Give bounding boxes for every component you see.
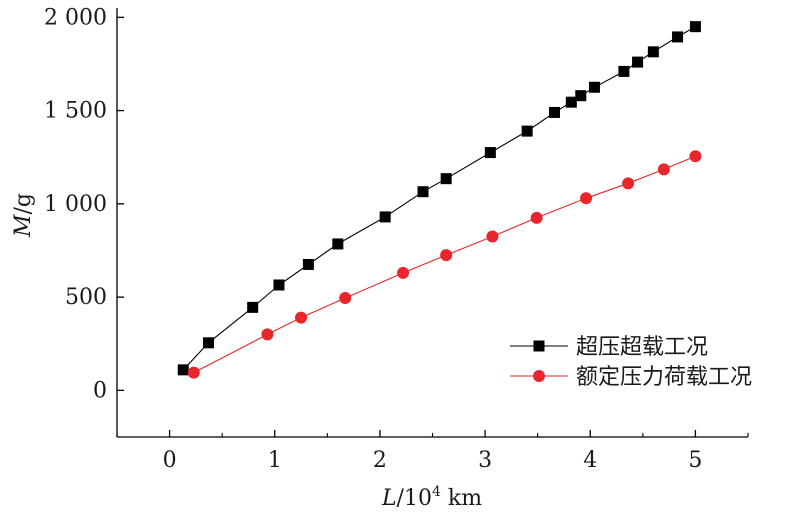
square-marker xyxy=(417,186,429,198)
square-marker xyxy=(689,21,701,33)
circle-marker xyxy=(397,266,410,279)
y-tick-label: 0 xyxy=(93,378,107,403)
square-marker xyxy=(332,238,344,250)
square-marker xyxy=(521,125,533,137)
series-line xyxy=(193,155,696,374)
circle-marker xyxy=(261,328,274,341)
x-tick-label: 3 xyxy=(478,448,492,473)
legend-label: 额定压力荷载工况 xyxy=(576,365,752,390)
square-marker xyxy=(672,31,684,43)
circle-marker xyxy=(689,150,702,163)
square-marker xyxy=(647,46,659,58)
square-marker xyxy=(247,301,259,313)
circle-marker xyxy=(530,211,543,224)
square-marker xyxy=(202,337,214,349)
square-marker xyxy=(484,147,496,159)
y-tick-label: 1 000 xyxy=(44,192,107,217)
legend-item: 额定压力荷载工况 xyxy=(510,365,752,390)
circle-marker xyxy=(657,163,670,176)
square-marker xyxy=(379,211,391,223)
y-axis-title: M/g xyxy=(11,193,36,238)
x-tick-label: 2 xyxy=(373,448,387,473)
circle-marker xyxy=(187,366,200,379)
square-marker xyxy=(618,65,630,77)
y-axis-ticks: 0 500 1 000 1 500 2 000 xyxy=(44,5,124,403)
x-tick-label: 1 xyxy=(268,448,282,473)
square-marker xyxy=(302,258,314,270)
square-marker xyxy=(565,96,577,108)
legend-label: 超压超载工况 xyxy=(576,335,708,360)
series-1 xyxy=(177,21,701,376)
legend-circle-marker xyxy=(533,370,545,382)
x-tick-label: 5 xyxy=(688,448,702,473)
square-marker xyxy=(177,364,189,376)
square-marker xyxy=(440,173,452,185)
square-marker xyxy=(273,279,285,291)
circle-marker xyxy=(339,292,352,305)
square-marker xyxy=(588,81,600,93)
square-marker xyxy=(632,56,644,68)
circle-marker xyxy=(295,311,308,324)
x-tick-label: 4 xyxy=(583,448,597,473)
square-marker xyxy=(575,90,587,102)
circle-marker xyxy=(440,249,453,262)
x-tick-label: 0 xyxy=(163,448,177,473)
square-marker xyxy=(548,106,560,118)
series-line xyxy=(182,26,696,371)
legend-item: 超压超载工况 xyxy=(510,335,708,360)
circle-marker xyxy=(486,230,499,243)
series-group xyxy=(177,21,702,379)
circle-marker xyxy=(580,192,593,205)
series-2 xyxy=(187,150,702,379)
circle-marker xyxy=(622,177,635,190)
x-axis-title: L/104 km xyxy=(381,484,482,511)
x-axis-ticks: 0 1 2 3 4 5 xyxy=(116,430,749,473)
y-tick-label: 500 xyxy=(65,285,107,310)
y-tick-label: 2 000 xyxy=(44,5,107,30)
y-tick-label: 1 500 xyxy=(44,99,107,124)
legend-square-marker xyxy=(533,340,545,352)
